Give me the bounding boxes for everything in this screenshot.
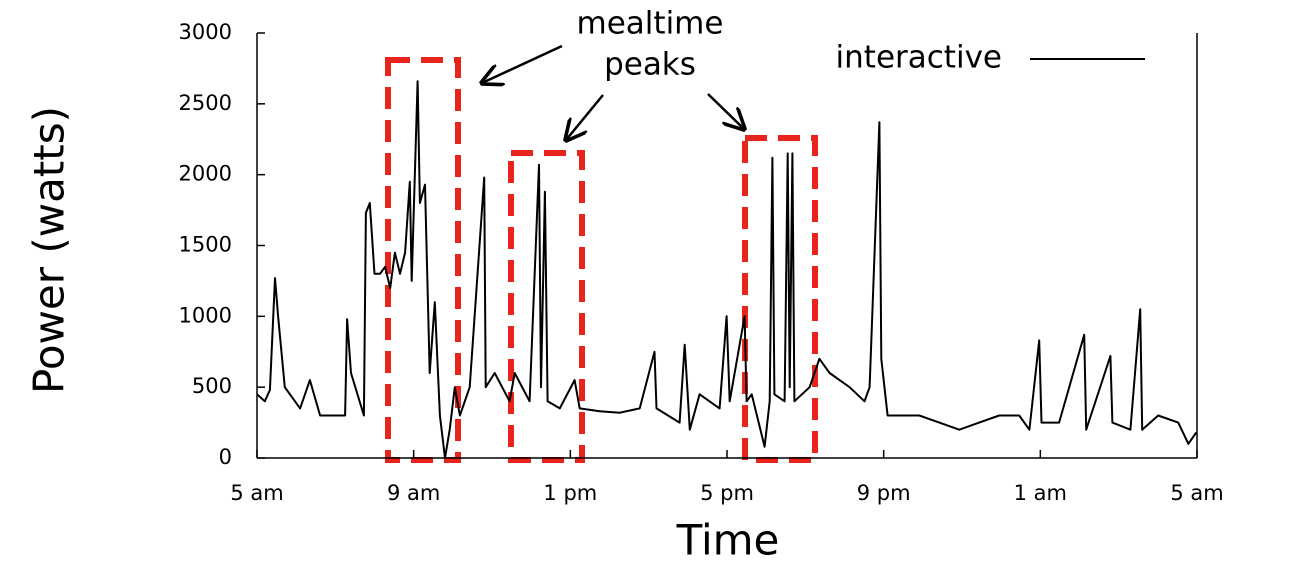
x-tick-label: 5 pm (700, 481, 754, 505)
highlight-box (742, 135, 818, 463)
x-tick-label: 1 pm (543, 481, 597, 505)
data-line (256, 80, 1198, 459)
y-tick-label: 0 (219, 445, 232, 469)
y-tick-label: 1500 (179, 233, 232, 257)
x-tick-label: 9 pm (857, 481, 911, 505)
x-axis-title: Time (676, 516, 780, 565)
annotation: mealtime (577, 6, 724, 42)
highlight-boxes (385, 57, 818, 463)
x-tick-label: 5 am (230, 481, 283, 505)
y-tick-label: 3000 (179, 20, 232, 44)
y-tick-label: 2500 (179, 91, 232, 115)
y-tick-label: 1000 (179, 303, 232, 327)
legend-label: interactive (836, 40, 1002, 76)
x-tick-label: 9 am (387, 481, 440, 505)
highlight-box (385, 57, 461, 463)
arrow (566, 94, 604, 140)
y-tick-label: 2000 (179, 162, 232, 186)
arrow (707, 93, 744, 129)
highlight-box (508, 150, 585, 463)
arrow (482, 44, 563, 83)
y-axis-title: Power (watts) (25, 106, 74, 394)
annotation: peaks (604, 47, 696, 83)
x-tick-label: 5 am (1170, 481, 1223, 505)
x-tick-label: 1 am (1014, 481, 1067, 505)
arrows (482, 44, 744, 140)
y-tick-label: 500 (192, 374, 232, 398)
